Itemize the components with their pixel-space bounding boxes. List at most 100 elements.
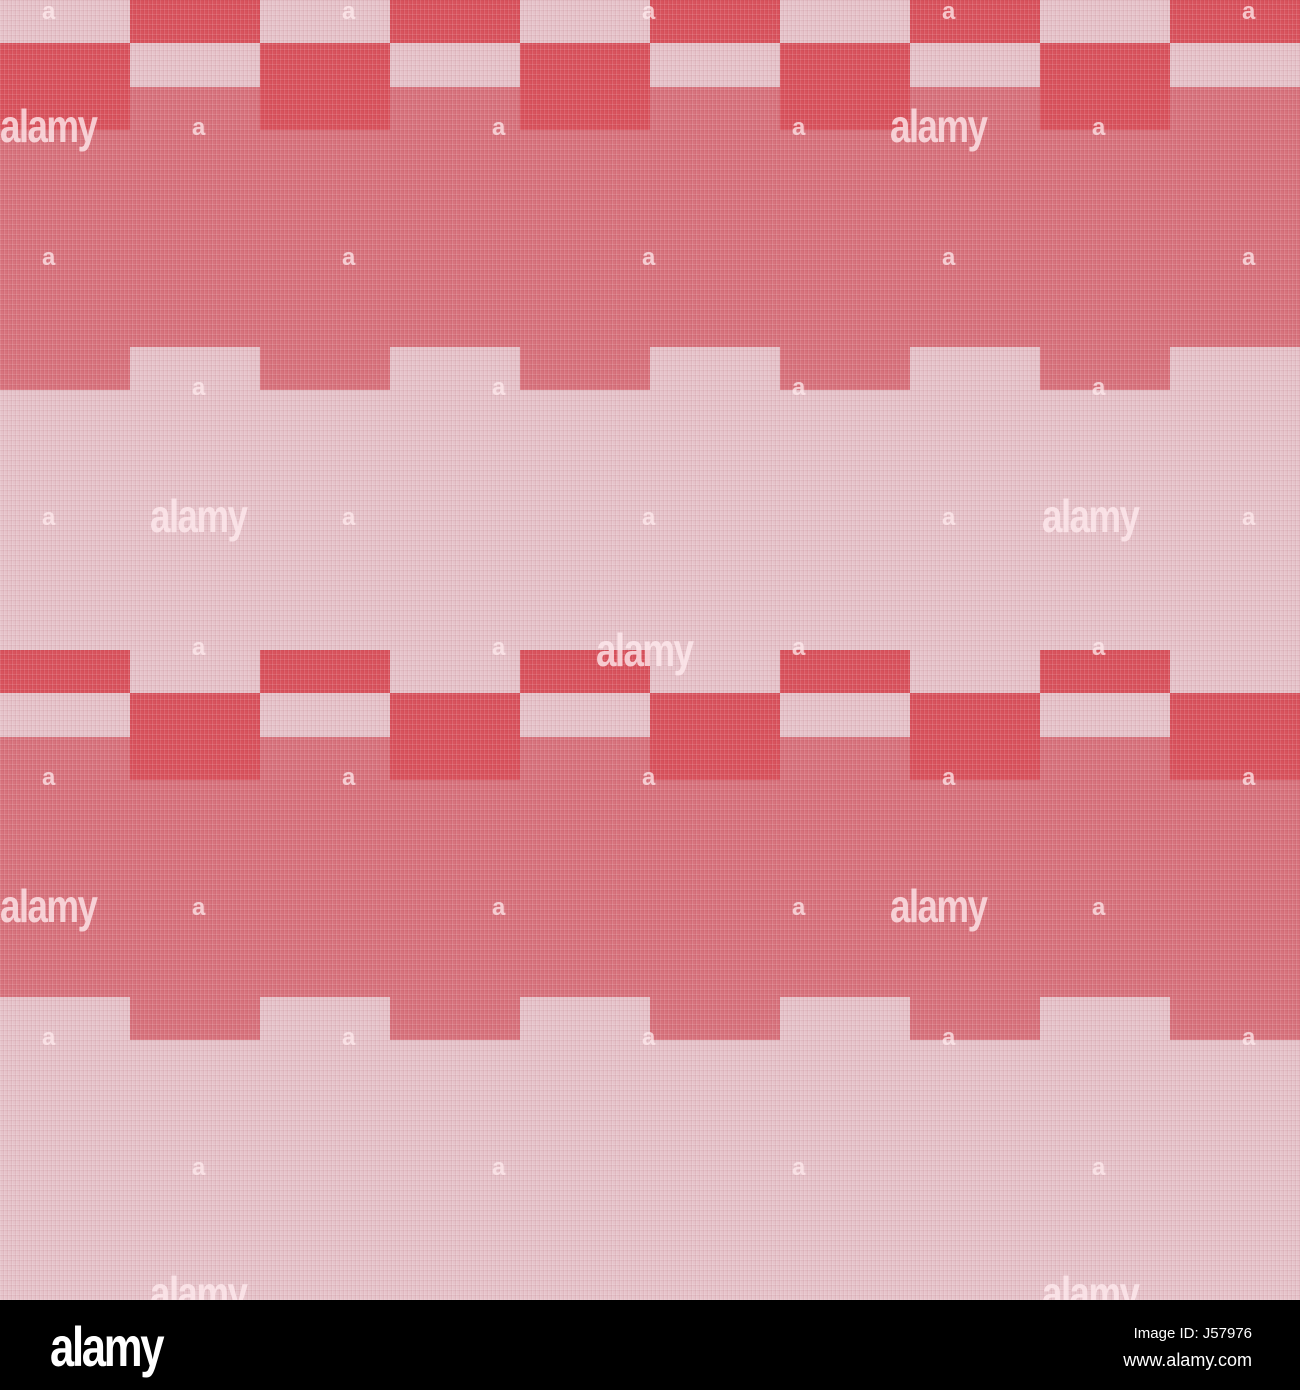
check-cell bbox=[910, 737, 1040, 780]
check-cell bbox=[520, 693, 650, 737]
watermark-letter: a bbox=[492, 894, 506, 921]
watermark-text: alamy bbox=[0, 880, 98, 932]
watermark-letter: a bbox=[1242, 504, 1256, 531]
check-cell bbox=[1170, 737, 1300, 780]
check-cell bbox=[390, 693, 520, 737]
fabric-texture: alamy alamy alamy alamy alamy alamy alamy alamy… bbox=[0, 0, 1300, 1300]
watermark-letter: a bbox=[792, 114, 806, 141]
check-cell bbox=[650, 130, 780, 347]
watermark-letter: a bbox=[342, 244, 356, 271]
check-cell bbox=[0, 0, 130, 43]
check-cell bbox=[0, 390, 130, 650]
check-cell bbox=[910, 780, 1040, 997]
watermark-letter: a bbox=[1092, 1154, 1106, 1181]
check-cell bbox=[0, 997, 130, 1040]
watermark-letter: a bbox=[342, 504, 356, 531]
check-cell bbox=[520, 130, 650, 347]
check-cell bbox=[650, 997, 780, 1040]
watermark-letter: a bbox=[792, 374, 806, 401]
check-cell bbox=[0, 130, 130, 347]
check-cell bbox=[1170, 780, 1300, 997]
watermark-letter: a bbox=[342, 764, 356, 791]
check-cell bbox=[130, 650, 260, 693]
watermark-letter: a bbox=[1092, 634, 1106, 661]
watermark-letter: a bbox=[942, 1024, 956, 1051]
check-cell bbox=[390, 130, 520, 347]
check-cell bbox=[260, 997, 390, 1040]
check-cell bbox=[1040, 780, 1170, 997]
check-cell bbox=[1170, 650, 1300, 693]
watermark-letter: a bbox=[1092, 374, 1106, 401]
check-cell bbox=[650, 43, 780, 87]
check-cell bbox=[1170, 693, 1300, 737]
check-cell bbox=[260, 780, 390, 997]
check-cell bbox=[130, 0, 260, 43]
check-cell bbox=[780, 1040, 910, 1300]
watermark-text: alamy bbox=[0, 100, 98, 152]
check-cell bbox=[650, 0, 780, 43]
check-cell bbox=[130, 43, 260, 87]
watermark-letter: a bbox=[492, 374, 506, 401]
check-cell bbox=[0, 780, 130, 997]
check-cell bbox=[260, 347, 390, 390]
check-cell bbox=[520, 87, 650, 130]
check-cell bbox=[1040, 347, 1170, 390]
check-cell bbox=[910, 347, 1040, 390]
check-cell bbox=[390, 737, 520, 780]
check-cell bbox=[780, 390, 910, 650]
watermark-letter: a bbox=[192, 374, 206, 401]
image-id: Image ID: J57976 bbox=[1133, 1325, 1252, 1342]
watermark-text: alamy bbox=[890, 100, 988, 152]
check-cell bbox=[520, 1040, 650, 1300]
check-cell bbox=[780, 130, 910, 347]
watermark-letter: a bbox=[642, 764, 656, 791]
check-cell bbox=[910, 390, 1040, 650]
check-cell bbox=[0, 347, 130, 390]
check-cell bbox=[0, 43, 130, 87]
check-cell bbox=[260, 0, 390, 43]
check-cell bbox=[1170, 130, 1300, 347]
check-cell bbox=[0, 1040, 130, 1300]
check-cell bbox=[780, 650, 910, 693]
watermark-letter: a bbox=[42, 244, 56, 271]
check-cell bbox=[910, 87, 1040, 130]
check-cell bbox=[650, 650, 780, 693]
check-cell bbox=[1170, 997, 1300, 1040]
check-cell bbox=[1040, 87, 1170, 130]
check-cell bbox=[910, 130, 1040, 347]
check-cell bbox=[780, 997, 910, 1040]
check-cell bbox=[650, 780, 780, 997]
watermark-letter: a bbox=[642, 0, 656, 25]
watermark-letter: a bbox=[942, 764, 956, 791]
check-cell bbox=[130, 1040, 260, 1300]
watermark-letter: a bbox=[42, 504, 56, 531]
check-cell bbox=[130, 87, 260, 130]
watermark-letter: a bbox=[192, 634, 206, 661]
check-cell bbox=[910, 997, 1040, 1040]
watermark-letter: a bbox=[942, 0, 956, 25]
check-cell bbox=[1040, 997, 1170, 1040]
watermark-text: alamy bbox=[1042, 490, 1140, 542]
watermark-letter: a bbox=[192, 1154, 206, 1181]
check-cell bbox=[780, 693, 910, 737]
watermark-letter: a bbox=[1092, 114, 1106, 141]
check-cell bbox=[780, 43, 910, 87]
check-cell bbox=[130, 347, 260, 390]
watermark-letter: a bbox=[42, 764, 56, 791]
check-cell bbox=[910, 0, 1040, 43]
check-cell bbox=[1040, 130, 1170, 347]
check-cell bbox=[130, 390, 260, 650]
check-cell bbox=[1170, 0, 1300, 43]
watermark-letter: a bbox=[42, 0, 56, 25]
check-cell bbox=[260, 650, 390, 693]
footer-bar: alamy Image ID: J57976 www.alamy.com bbox=[0, 1300, 1300, 1390]
check-cell bbox=[130, 130, 260, 347]
check-cell bbox=[390, 1040, 520, 1300]
check-cell bbox=[130, 780, 260, 997]
check-cell bbox=[1040, 737, 1170, 780]
watermark-letter: a bbox=[642, 1024, 656, 1051]
check-cell bbox=[130, 693, 260, 737]
check-cell bbox=[520, 43, 650, 87]
watermark-letter: a bbox=[1242, 244, 1256, 271]
website-link: www.alamy.com bbox=[1123, 1350, 1252, 1370]
